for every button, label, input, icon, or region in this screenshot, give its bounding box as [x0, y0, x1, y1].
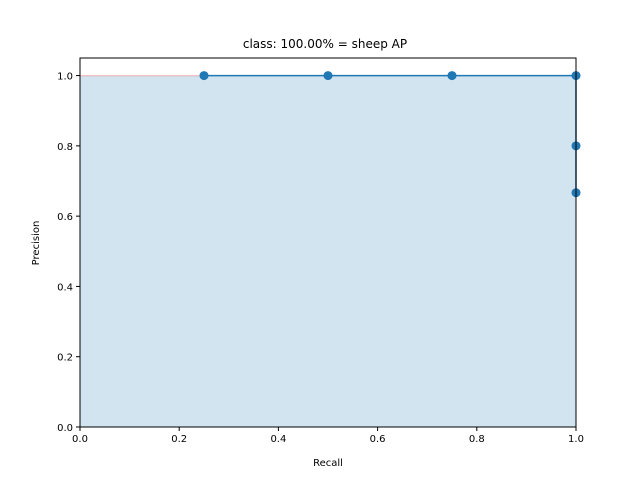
- area-fill: [80, 75, 576, 428]
- plot-area: [80, 58, 576, 427]
- x-tick-label: 0.6: [370, 434, 386, 445]
- y-tick-label: 0.2: [57, 353, 73, 364]
- data-point: [199, 71, 209, 81]
- x-axis-label: Recall: [313, 458, 343, 469]
- y-ticks: 0.0 0.2 0.4 0.6 0.8 1.0: [57, 72, 80, 434]
- axes-layer: [79, 57, 577, 428]
- axes-frame: [79, 57, 577, 428]
- x-tick-label: 0.8: [469, 434, 485, 445]
- y-tick-label: 0.0: [57, 423, 73, 434]
- x-tick-label: 0.4: [270, 434, 286, 445]
- x-tick-label: 1.0: [568, 434, 584, 445]
- x-ticks: 0.0 0.2 0.4 0.6 0.8 1.0: [72, 427, 584, 445]
- y-tick-label: 0.8: [57, 142, 73, 153]
- y-tick-label: 1.0: [57, 72, 73, 83]
- chart-title: class: 100.00% = sheep AP: [243, 37, 407, 51]
- area-layer: [80, 75, 576, 428]
- y-tick-label: 0.6: [57, 212, 73, 223]
- data-point: [447, 71, 457, 81]
- x-tick-label: 0.0: [72, 434, 88, 445]
- y-tick-label: 0.4: [57, 282, 73, 293]
- y-axis-label: Precision: [31, 221, 42, 266]
- x-tick-label: 0.2: [171, 434, 187, 445]
- data-point: [323, 71, 333, 81]
